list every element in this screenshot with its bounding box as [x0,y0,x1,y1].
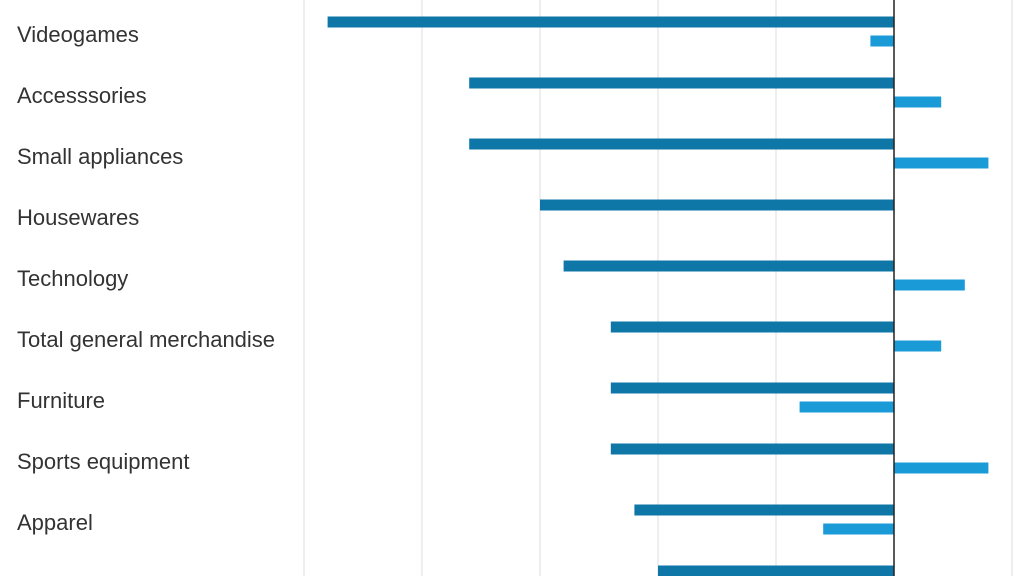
category-label: Furniture [17,388,105,413]
bar-series-2 [894,340,942,352]
bar-series-2 [894,279,965,291]
bar-series-1 [658,565,894,576]
bars [327,16,989,576]
category-label: Total general merchandise [17,327,275,352]
bar-series-2 [870,35,894,47]
bar-series-1 [634,504,894,516]
category-label: Videogames [17,22,139,47]
bar-series-2 [894,157,989,169]
category-label: Sports equipment [17,449,189,474]
bar-series-2 [894,96,942,108]
category-label: Apparel [17,510,93,535]
category-label: Accesssories [17,83,147,108]
category-labels: Videogames Accesssories Small appliances Ho… [17,22,275,535]
bar-series-2 [799,401,894,413]
bar-series-1 [540,199,894,211]
bar-series-1 [610,443,894,455]
bar-series-1 [327,16,895,28]
bar-series-1 [610,382,894,394]
category-label: Technology [17,266,128,291]
bar-series-2 [894,462,989,474]
category-label: Housewares [17,205,139,230]
bar-series-1 [610,321,894,333]
bar-series-1 [469,77,894,89]
category-label: Small appliances [17,144,183,169]
bar-series-1 [563,260,894,272]
bar-series-2 [823,523,894,535]
bar-series-1 [469,138,894,150]
grid-layer [303,0,1013,576]
